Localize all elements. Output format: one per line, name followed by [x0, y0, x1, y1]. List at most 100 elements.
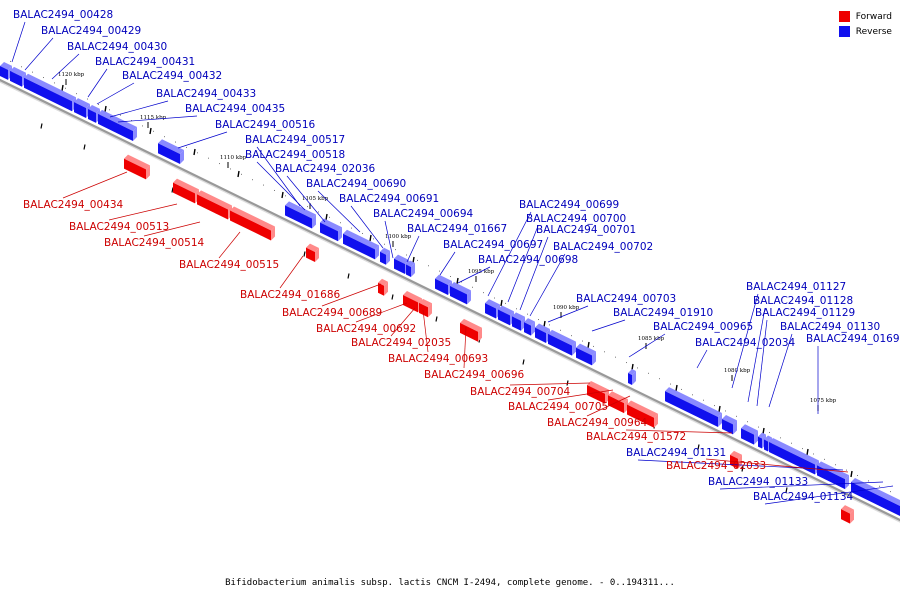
gene-side [428, 303, 432, 318]
forward-leader-line [463, 326, 467, 369]
forward-gene-label: BALAC2494_00692 [316, 323, 416, 335]
reverse-gene-label: BALAC2494_00690 [306, 178, 406, 190]
reverse-gene [485, 299, 500, 319]
reverse-gene-label: BALAC2494_00433 [156, 88, 256, 100]
scale-dash [785, 487, 788, 493]
reverse-gene [535, 323, 550, 343]
forward-gene-label: BALAC2494_00513 [69, 221, 169, 233]
gene-top [498, 305, 514, 316]
reverse-gene-label: BALAC2494_00516 [215, 119, 316, 131]
gene-face [124, 158, 146, 180]
gene-top [722, 414, 737, 425]
gene-face [722, 418, 733, 435]
gene-face [608, 395, 624, 414]
scale-dot [725, 410, 726, 412]
gene-side [375, 245, 379, 260]
gene-side [654, 413, 658, 428]
reverse-leader-line [731, 293, 759, 389]
scale-dash [806, 448, 809, 456]
reverse-gene-label: BALAC2494_00698 [478, 254, 578, 266]
gene-top [764, 435, 772, 442]
gene-top [419, 298, 432, 308]
gene-side [733, 420, 737, 435]
reverse-leader-line [350, 205, 384, 249]
scale-dot [428, 265, 429, 267]
gene-side [271, 226, 275, 241]
scale-dot [813, 453, 814, 455]
scale-dot [450, 276, 451, 278]
gene-top [608, 391, 628, 404]
gene-top [406, 260, 415, 267]
reverse-gene-label: BALAC2494_00699 [519, 199, 619, 211]
scale-dot [208, 157, 209, 159]
scale-dash [522, 359, 525, 365]
gene-top [0, 62, 12, 70]
scale-tick-label: 1120 kbp [58, 72, 85, 78]
reverse-gene [741, 424, 758, 445]
gene-side [592, 351, 596, 366]
forward-gene [419, 298, 432, 318]
scale-tick-label: 1105 kbp [302, 196, 329, 202]
scale-dot [54, 82, 55, 84]
scale-tick-label: 1115 kbp [140, 115, 167, 121]
reverse-gene-label: BALAC2494_02036 [275, 163, 376, 175]
scale-dot [329, 216, 330, 218]
scale-tick-label: 1100 kbp [385, 234, 412, 240]
scale-dot [241, 173, 242, 175]
reverse-gene-label: BALAC2494_01127 [746, 281, 846, 293]
reverse-gene-label: BALAC2494_00432 [122, 70, 222, 82]
scale-dot [384, 243, 385, 245]
reverse-leader-line [384, 220, 394, 259]
scale-dot [824, 458, 825, 460]
gene-face [74, 102, 86, 119]
gene-top [285, 201, 316, 219]
forward-leader-line [218, 231, 241, 259]
scale-dash [675, 384, 678, 392]
scale-dash [850, 470, 853, 478]
gene-side [845, 475, 849, 490]
forward-gene-label: BALAC2494_01686 [240, 289, 341, 301]
scale-dash [587, 341, 590, 349]
scale-dot [615, 356, 616, 358]
forward-gene [378, 278, 388, 296]
gene-top [758, 432, 766, 439]
scale-dot [791, 442, 792, 444]
scale-dash [237, 170, 240, 178]
scale-dash [303, 251, 306, 257]
gene-top [524, 318, 535, 326]
forward-gene [197, 190, 232, 220]
gene-top [741, 424, 758, 435]
scale-dot [21, 66, 22, 68]
gene-top [548, 329, 576, 346]
scale-dash [412, 256, 415, 264]
gene-face [343, 233, 375, 260]
gene-top [197, 190, 232, 210]
scale-tick-label: 1085 kbp [638, 336, 665, 342]
scale-dot [164, 136, 165, 138]
forward-gene-label: BALAC2494_00434 [23, 199, 124, 211]
gene-face [627, 404, 654, 428]
gene-face [450, 286, 467, 305]
scale-dot [153, 130, 154, 132]
reverse-gene [406, 260, 415, 277]
reverse-gene-label: BALAC2494_00700 [526, 213, 626, 225]
scale-dash [543, 320, 546, 328]
scale-dot [87, 98, 88, 100]
scale-dash [500, 299, 503, 307]
scale-dot [219, 163, 220, 165]
gene-face [197, 194, 228, 220]
scale-dot [703, 399, 704, 401]
scale-dash [697, 444, 700, 450]
scale-dot [890, 491, 891, 493]
gene-top [485, 299, 500, 309]
scale-dot [560, 329, 561, 331]
scale-dot [714, 405, 715, 407]
gene-side [572, 341, 576, 356]
scale-dash [149, 127, 152, 135]
gene-face [485, 303, 496, 319]
forward-leader-line [62, 171, 128, 199]
gene-face [10, 70, 22, 87]
reverse-leader-line [591, 319, 626, 332]
